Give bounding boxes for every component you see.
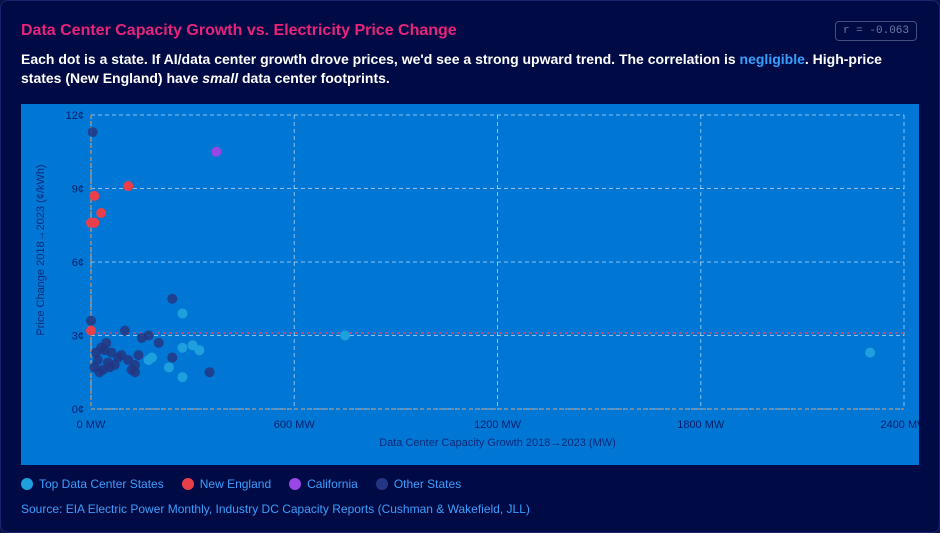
x-tick-label: 600 MW bbox=[274, 419, 316, 431]
data-point bbox=[340, 330, 351, 341]
data-point bbox=[177, 308, 188, 319]
legend-label: Top Data Center States bbox=[39, 477, 164, 491]
data-point bbox=[177, 372, 188, 383]
data-point bbox=[86, 315, 96, 326]
data-point bbox=[126, 364, 137, 375]
y-axis-label: Price Change 2018→2023 (¢/kWh) bbox=[35, 164, 47, 335]
data-point bbox=[163, 362, 174, 373]
legend-swatch bbox=[289, 478, 302, 490]
data-point bbox=[87, 127, 98, 138]
y-tick-label: 6¢ bbox=[72, 257, 84, 269]
subtitle-text: Each dot is a state. If AI/data center g… bbox=[21, 51, 740, 67]
x-axis-label: Data Center Capacity Growth 2018→2023 (M… bbox=[379, 437, 616, 449]
legend: Top Data Center States New England Califor… bbox=[21, 477, 461, 491]
legend-item: Top Data Center States bbox=[21, 477, 164, 491]
subtitle-text: data center footprints. bbox=[238, 70, 390, 86]
data-point bbox=[865, 347, 876, 358]
data-point bbox=[204, 367, 215, 378]
data-point bbox=[101, 337, 112, 348]
data-point bbox=[123, 181, 134, 192]
scatter-plot: 0 MW 600 MW 1200 MW 1800 MW 2400 MW 0¢ 3¢ 6¢ 9¢ 1… bbox=[21, 104, 919, 465]
x-tick-label: 1200 MW bbox=[474, 419, 522, 431]
correlation-badge: r = -0.063 bbox=[835, 21, 917, 41]
y-tick-label: 9¢ bbox=[72, 184, 84, 196]
data-point bbox=[96, 208, 107, 218]
data-point bbox=[104, 362, 115, 373]
data-point bbox=[91, 347, 102, 358]
data-point bbox=[177, 342, 188, 353]
y-tick-label: 3¢ bbox=[72, 331, 84, 343]
y-tick-label: 12¢ bbox=[66, 110, 84, 122]
legend-swatch bbox=[375, 478, 388, 490]
x-tick-label: 2400 MW bbox=[880, 419, 919, 431]
data-point bbox=[211, 146, 222, 157]
data-point bbox=[86, 325, 96, 336]
legend-label: Other States bbox=[393, 477, 462, 491]
data-point bbox=[167, 352, 178, 363]
data-point bbox=[116, 350, 127, 361]
plot-background bbox=[21, 104, 919, 465]
x-tick-label: 1800 MW bbox=[677, 419, 725, 431]
subtitle-text: . High-price states (New England) have bbox=[21, 51, 882, 86]
x-tick-label: 0 MW bbox=[77, 419, 106, 431]
y-tick-label: 0¢ bbox=[72, 404, 84, 416]
data-point bbox=[133, 350, 144, 361]
legend-label: California bbox=[307, 477, 358, 491]
legend-label: New England bbox=[199, 477, 272, 491]
data-point bbox=[94, 367, 105, 378]
data-point bbox=[167, 293, 178, 304]
legend-item: New England bbox=[181, 477, 272, 491]
data-point bbox=[89, 190, 100, 201]
subtitle-highlight: negligible bbox=[739, 51, 805, 67]
legend-item: California bbox=[289, 477, 358, 491]
data-point bbox=[194, 345, 205, 356]
data-point bbox=[119, 325, 130, 336]
legend-swatch bbox=[181, 478, 194, 490]
chart-title: Data Center Capacity Growth vs. Electric… bbox=[21, 22, 457, 39]
chart-subtitle: Each dot is a state. If AI/data center g… bbox=[21, 50, 921, 88]
data-point bbox=[143, 330, 154, 341]
legend-swatch bbox=[21, 478, 33, 490]
legend-item: Other States bbox=[375, 477, 462, 491]
data-point bbox=[146, 352, 157, 363]
subtitle-emphasis: small bbox=[202, 70, 239, 86]
data-point bbox=[153, 337, 164, 348]
data-point bbox=[86, 217, 96, 228]
source-note: Source: EIA Electric Power Monthly, Indu… bbox=[21, 502, 530, 516]
